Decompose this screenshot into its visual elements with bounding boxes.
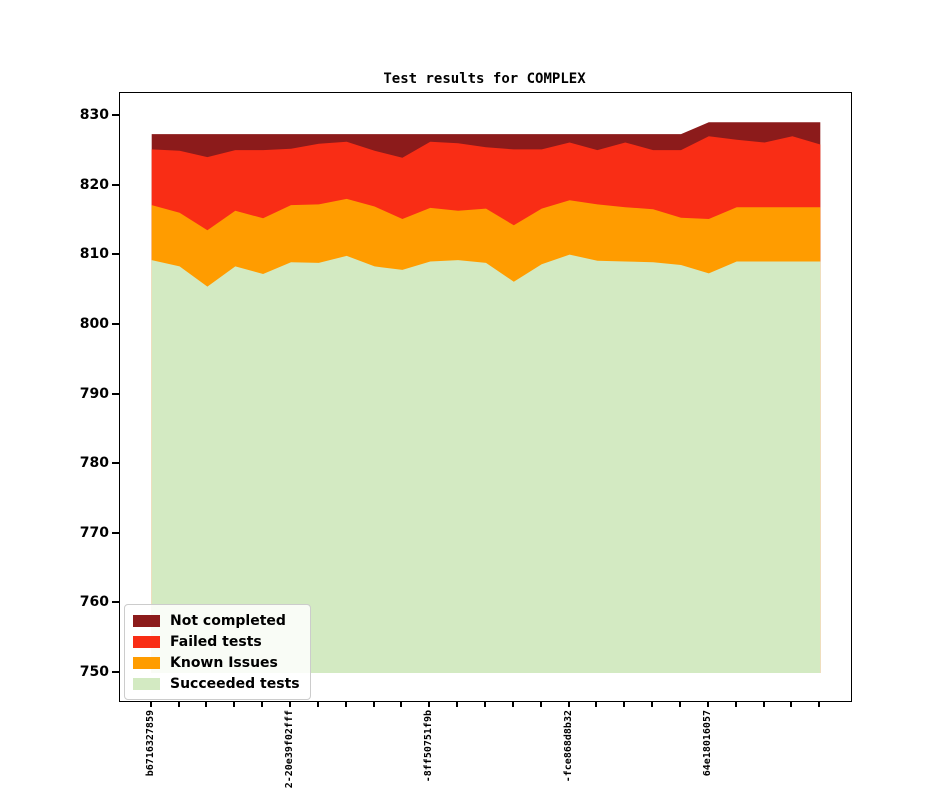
- x-tick-mark: [289, 701, 291, 707]
- x-tick-mark: [651, 701, 653, 707]
- y-tick-label: 820: [79, 177, 109, 193]
- plot-area: [119, 92, 852, 702]
- x-tick-mark: [400, 701, 402, 707]
- legend-row: Known Issues: [133, 652, 300, 673]
- y-tick-label: 790: [79, 386, 109, 402]
- x-tick-mark: [456, 701, 458, 707]
- x-tick-mark: [317, 701, 319, 707]
- legend-swatch-icon: [133, 635, 160, 648]
- legend-label: Failed tests: [170, 633, 262, 650]
- y-tick-label: 810: [79, 246, 109, 262]
- y-tick-label: 780: [79, 455, 109, 471]
- legend-row: Failed tests: [133, 631, 300, 652]
- y-tick-mark: [112, 323, 119, 325]
- x-tick-mark: [763, 701, 765, 707]
- legend-row: Not completed: [133, 610, 300, 631]
- legend-label: Known Issues: [170, 654, 278, 671]
- y-tick-mark: [112, 393, 119, 395]
- x-tick-mark: [818, 701, 820, 707]
- x-tick-label: -8ff50751f9b: [423, 710, 434, 783]
- x-tick-mark: [428, 701, 430, 707]
- x-tick-mark: [568, 701, 570, 707]
- stacked-area-canvas: [151, 122, 821, 674]
- y-tick-label: 830: [79, 107, 109, 123]
- x-tick-mark: [373, 701, 375, 707]
- x-tick-mark: [484, 701, 486, 707]
- x-tick-mark: [540, 701, 542, 707]
- y-tick-label: 750: [79, 664, 109, 680]
- y-tick-label: 800: [79, 316, 109, 332]
- legend-swatch-icon: [133, 677, 160, 690]
- x-tick-mark: [261, 701, 263, 707]
- x-tick-label: b6716327859: [145, 710, 156, 777]
- y-tick-label: 760: [79, 594, 109, 610]
- y-tick-mark: [112, 601, 119, 603]
- legend-row: Succeeded tests: [133, 673, 300, 694]
- x-tick-mark: [205, 701, 207, 707]
- x-tick-mark: [623, 701, 625, 707]
- x-tick-label: 64e18016057: [702, 710, 713, 777]
- y-tick-mark: [112, 253, 119, 255]
- y-tick-mark: [112, 462, 119, 464]
- y-tick-label: 770: [79, 525, 109, 541]
- y-tick-mark: [112, 671, 119, 673]
- chart-title: Test results for COMPLEX: [383, 71, 586, 87]
- x-tick-mark: [150, 701, 152, 707]
- x-tick-mark: [790, 701, 792, 707]
- area-succeeded-tests: [151, 254, 821, 673]
- x-tick-mark: [679, 701, 681, 707]
- legend-label: Not completed: [170, 612, 286, 629]
- y-tick-mark: [112, 532, 119, 534]
- legend-swatch-icon: [133, 614, 160, 627]
- legend: Not completed Failed tests Known Issues Suc…: [124, 604, 311, 700]
- x-tick-label: 2-20e39f02fff: [284, 710, 295, 788]
- x-tick-mark: [233, 701, 235, 707]
- x-tick-mark: [178, 701, 180, 707]
- legend-label: Succeeded tests: [170, 675, 300, 692]
- y-tick-mark: [112, 184, 119, 186]
- x-tick-label: -fce868d8b32: [563, 710, 574, 783]
- x-tick-mark: [707, 701, 709, 707]
- y-tick-mark: [112, 114, 119, 116]
- x-tick-mark: [735, 701, 737, 707]
- x-tick-mark: [512, 701, 514, 707]
- x-tick-mark: [345, 701, 347, 707]
- x-tick-mark: [595, 701, 597, 707]
- legend-swatch-icon: [133, 656, 160, 669]
